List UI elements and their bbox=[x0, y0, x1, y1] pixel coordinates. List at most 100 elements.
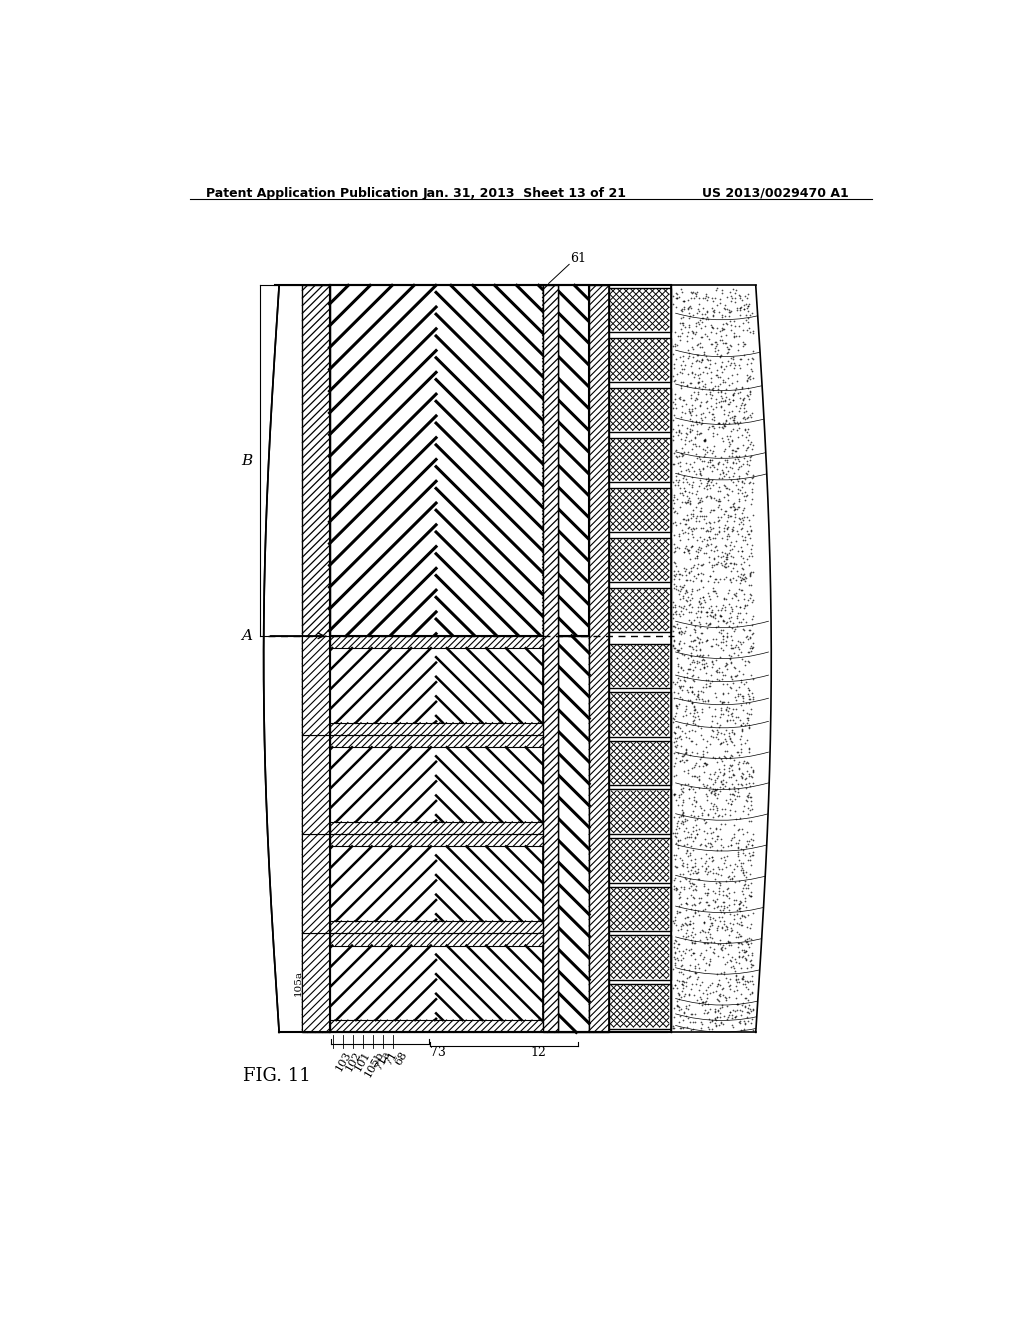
Point bbox=[734, 510, 751, 531]
Point bbox=[681, 869, 697, 890]
Point bbox=[733, 853, 750, 874]
Point bbox=[686, 702, 702, 723]
Text: 11a: 11a bbox=[775, 715, 795, 725]
Point bbox=[709, 840, 725, 861]
Point bbox=[734, 880, 751, 902]
Point bbox=[735, 966, 752, 987]
Point bbox=[670, 579, 686, 601]
Point bbox=[680, 636, 696, 657]
Point bbox=[742, 704, 759, 725]
Point bbox=[713, 356, 729, 378]
Point bbox=[718, 536, 734, 557]
Point bbox=[684, 681, 700, 702]
Point bbox=[738, 426, 755, 447]
Point bbox=[688, 626, 705, 647]
Point bbox=[721, 931, 737, 952]
Point bbox=[666, 578, 682, 599]
Point bbox=[683, 601, 699, 622]
Point bbox=[695, 506, 712, 527]
Point bbox=[708, 779, 724, 800]
Point bbox=[727, 1007, 743, 1028]
Point bbox=[698, 512, 715, 533]
Point bbox=[689, 862, 706, 883]
Point bbox=[705, 807, 721, 828]
Point bbox=[715, 682, 731, 704]
Point bbox=[733, 933, 750, 954]
Point bbox=[726, 1001, 742, 1022]
Point bbox=[721, 777, 737, 799]
Point bbox=[697, 784, 714, 805]
Text: 71a: 71a bbox=[373, 1049, 392, 1072]
Point bbox=[717, 920, 733, 941]
Point bbox=[702, 817, 719, 838]
Point bbox=[715, 673, 731, 694]
Point bbox=[698, 618, 715, 639]
Point bbox=[731, 573, 748, 594]
Point bbox=[684, 466, 700, 487]
Point bbox=[671, 787, 687, 808]
Point bbox=[693, 392, 710, 413]
Point bbox=[680, 508, 696, 529]
Point bbox=[713, 1012, 729, 1034]
Point bbox=[714, 917, 730, 939]
Point bbox=[715, 370, 731, 391]
Point bbox=[667, 484, 683, 506]
Point bbox=[694, 622, 711, 643]
Point bbox=[682, 635, 698, 656]
Point bbox=[669, 421, 685, 442]
Point bbox=[696, 429, 713, 450]
Point bbox=[675, 807, 691, 828]
Point bbox=[686, 766, 702, 787]
Point bbox=[733, 859, 750, 880]
Point bbox=[686, 849, 702, 870]
Point bbox=[692, 310, 709, 331]
Point bbox=[703, 599, 720, 620]
Point bbox=[743, 438, 760, 459]
Point bbox=[699, 467, 716, 488]
Point bbox=[733, 1019, 750, 1040]
Point bbox=[732, 579, 749, 601]
Point bbox=[682, 296, 698, 317]
Point bbox=[700, 471, 717, 492]
Point bbox=[736, 929, 753, 950]
Point bbox=[667, 705, 683, 726]
Point bbox=[727, 413, 743, 434]
Point bbox=[734, 470, 751, 491]
Point bbox=[718, 700, 734, 721]
Point bbox=[724, 867, 740, 888]
Point bbox=[707, 603, 723, 624]
Point bbox=[719, 697, 735, 718]
Point bbox=[695, 991, 712, 1012]
Point bbox=[666, 688, 682, 709]
Point bbox=[733, 477, 750, 498]
Point bbox=[705, 422, 721, 444]
Point bbox=[673, 512, 689, 533]
Point bbox=[709, 294, 725, 315]
Point bbox=[708, 352, 724, 374]
Point bbox=[741, 321, 758, 342]
Point bbox=[723, 553, 739, 574]
Point bbox=[692, 887, 709, 908]
Point bbox=[694, 644, 711, 665]
Point bbox=[744, 760, 761, 781]
Point bbox=[718, 566, 734, 587]
Point bbox=[713, 834, 729, 855]
Point bbox=[724, 364, 740, 385]
Point bbox=[740, 430, 757, 451]
Point bbox=[736, 970, 753, 991]
Point bbox=[685, 942, 701, 964]
Point bbox=[716, 517, 732, 539]
Text: FIG. 11: FIG. 11 bbox=[243, 1068, 310, 1085]
Point bbox=[731, 941, 748, 962]
Bar bbox=[608, 589, 671, 632]
Point bbox=[672, 478, 688, 499]
Point bbox=[689, 372, 706, 393]
Point bbox=[674, 483, 690, 504]
Point bbox=[681, 960, 697, 981]
Point bbox=[695, 874, 712, 895]
Point bbox=[681, 690, 697, 711]
Text: 71: 71 bbox=[383, 1049, 398, 1067]
Point bbox=[707, 883, 723, 904]
Point bbox=[703, 836, 720, 857]
Point bbox=[741, 689, 758, 710]
